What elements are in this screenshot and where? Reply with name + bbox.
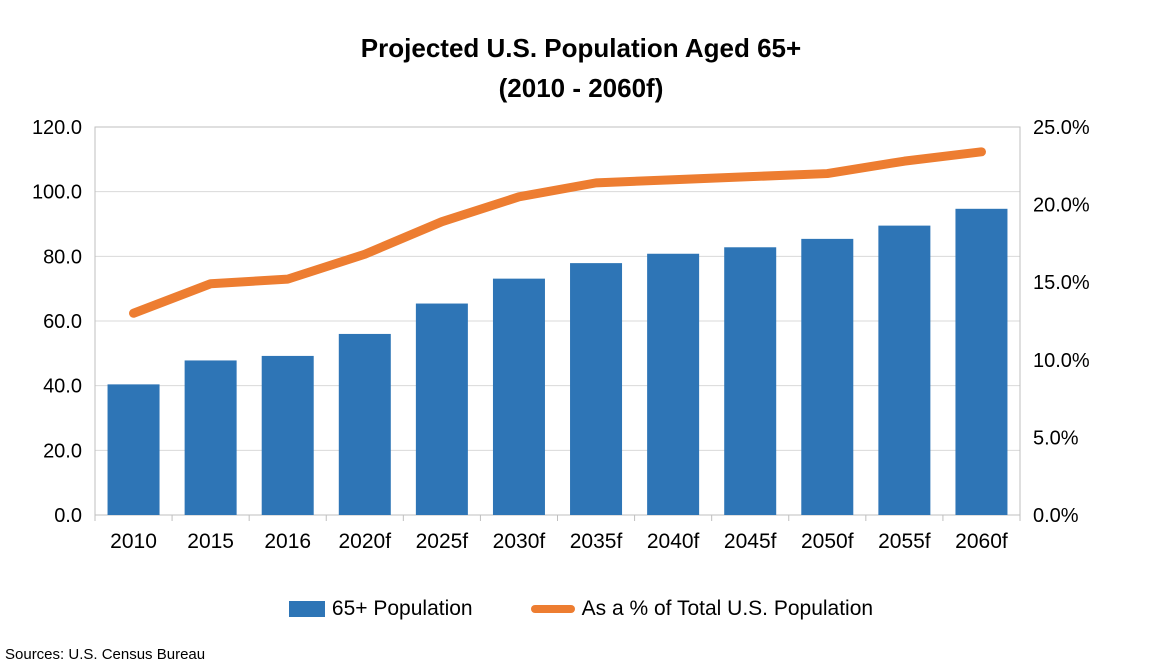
bar-65plus-population xyxy=(261,355,314,515)
bar-65plus-population xyxy=(570,263,623,515)
legend-bar-label: 65+ Population xyxy=(331,597,473,620)
bar-65plus-population xyxy=(338,333,391,515)
x-axis-category-label: 2055f xyxy=(878,530,931,553)
pct-of-total-line xyxy=(129,147,986,318)
line-series-swatch-icon xyxy=(530,605,575,613)
sources-note: Sources: U.S. Census Bureau xyxy=(5,646,206,663)
bar-65plus-population xyxy=(878,225,931,515)
bar-65plus-population xyxy=(415,303,468,515)
chart-title-line2: (2010 - 2060f) xyxy=(498,73,664,103)
right-axis-tick-label: 0.0% xyxy=(1033,505,1079,527)
legend-item-line-series: As a % of Total U.S. Population xyxy=(530,597,874,621)
chart-title: Projected U.S. Population Aged 65+ (2010… xyxy=(0,28,1162,108)
x-axis-category-label: 2015 xyxy=(187,530,234,553)
bar-65plus-population xyxy=(724,247,777,515)
bar-65plus-population xyxy=(107,384,160,515)
left-axis-tick-label: 20.0 xyxy=(43,440,82,462)
right-axis-tick-label: 25.0% xyxy=(1033,117,1090,139)
x-axis-category-label: 2060f xyxy=(955,530,1008,553)
right-axis-tick-label: 20.0% xyxy=(1033,195,1090,217)
right-axis-tick-label: 15.0% xyxy=(1033,272,1090,294)
right-axis-tick-label: 5.0% xyxy=(1033,427,1079,449)
x-axis-category-label: 2035f xyxy=(570,530,623,553)
bar-65plus-population xyxy=(801,238,854,515)
left-axis-tick-label: 40.0 xyxy=(43,376,82,398)
bar-65plus-population xyxy=(492,278,545,515)
left-axis-tick-label: 80.0 xyxy=(43,246,82,268)
bar-65plus-population xyxy=(184,360,237,515)
x-axis-category-label: 2016 xyxy=(264,530,311,553)
legend-item-bar-series: 65+ Population xyxy=(288,597,473,621)
left-axis-tick-label: 60.0 xyxy=(43,311,82,333)
left-axis-tick-label: 100.0 xyxy=(32,182,82,204)
chart-title-line1: Projected U.S. Population Aged 65+ xyxy=(360,33,802,63)
legend-line-label: As a % of Total U.S. Population xyxy=(581,597,874,620)
bar-65plus-population xyxy=(955,208,1008,515)
right-axis-tick-label: 10.0% xyxy=(1033,350,1090,372)
x-axis-category-label: 2030f xyxy=(493,530,546,553)
left-axis-tick-label: 120.0 xyxy=(32,117,82,139)
x-axis-category-label: 2010 xyxy=(110,530,157,553)
bar-series-swatch-icon xyxy=(288,601,325,617)
legend: 65+ Population As a % of Total U.S. Popu… xyxy=(0,597,1162,621)
bar-65plus-population xyxy=(647,253,700,515)
x-axis-category-label: 2025f xyxy=(416,530,469,553)
x-axis-category-label: 2040f xyxy=(647,530,700,553)
left-axis-tick-label: 0.0 xyxy=(54,505,82,527)
x-axis-category-label: 2050f xyxy=(801,530,854,553)
x-axis-category-label: 2045f xyxy=(724,530,777,553)
x-axis-category-label: 2020f xyxy=(339,530,392,553)
